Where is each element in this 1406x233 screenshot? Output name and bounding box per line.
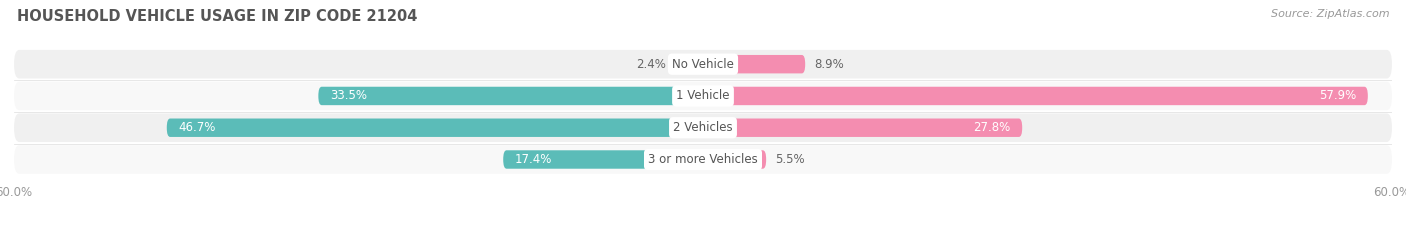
FancyBboxPatch shape — [14, 50, 1392, 79]
FancyBboxPatch shape — [503, 150, 703, 169]
FancyBboxPatch shape — [167, 119, 703, 137]
Text: Source: ZipAtlas.com: Source: ZipAtlas.com — [1271, 9, 1389, 19]
FancyBboxPatch shape — [14, 145, 1392, 174]
Text: 5.5%: 5.5% — [775, 153, 806, 166]
FancyBboxPatch shape — [14, 113, 1392, 142]
FancyBboxPatch shape — [318, 87, 703, 105]
FancyBboxPatch shape — [14, 82, 1392, 110]
FancyBboxPatch shape — [703, 150, 766, 169]
FancyBboxPatch shape — [703, 87, 1368, 105]
Text: 27.8%: 27.8% — [973, 121, 1011, 134]
Text: 1 Vehicle: 1 Vehicle — [676, 89, 730, 103]
Text: 57.9%: 57.9% — [1319, 89, 1357, 103]
Text: 17.4%: 17.4% — [515, 153, 553, 166]
Text: 8.9%: 8.9% — [814, 58, 844, 71]
Text: 33.5%: 33.5% — [330, 89, 367, 103]
FancyBboxPatch shape — [675, 55, 703, 73]
FancyBboxPatch shape — [703, 119, 1022, 137]
Text: 2.4%: 2.4% — [637, 58, 666, 71]
Text: 46.7%: 46.7% — [179, 121, 215, 134]
Text: 2 Vehicles: 2 Vehicles — [673, 121, 733, 134]
Text: 3 or more Vehicles: 3 or more Vehicles — [648, 153, 758, 166]
Text: No Vehicle: No Vehicle — [672, 58, 734, 71]
Text: HOUSEHOLD VEHICLE USAGE IN ZIP CODE 21204: HOUSEHOLD VEHICLE USAGE IN ZIP CODE 2120… — [17, 9, 418, 24]
FancyBboxPatch shape — [703, 55, 806, 73]
